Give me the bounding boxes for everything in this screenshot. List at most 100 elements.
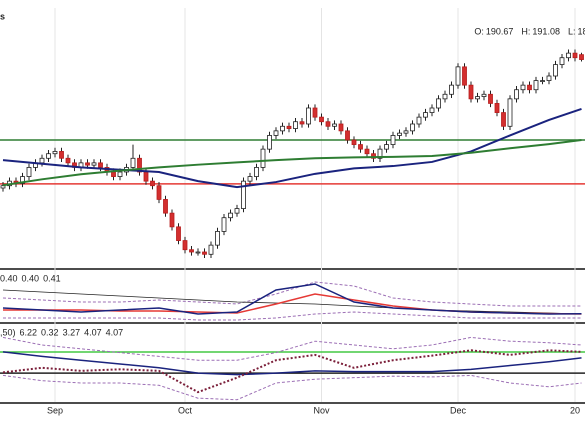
candle-body	[429, 107, 435, 113]
candle-body	[26, 167, 32, 177]
ohlc-label: H:	[521, 26, 530, 36]
x-tick-label: Sep	[47, 405, 63, 415]
candle-body	[221, 217, 227, 232]
candle-body	[59, 151, 64, 159]
indicator-line	[2, 289, 582, 315]
candle-body	[163, 199, 168, 214]
candle-body	[442, 93, 448, 100]
candle-body	[533, 80, 539, 91]
indicator-line	[2, 283, 582, 315]
candle-body	[449, 84, 454, 95]
candle-body	[312, 107, 318, 118]
candle-body	[169, 212, 175, 228]
indicator-line	[2, 374, 582, 401]
candle-body	[293, 121, 298, 129]
candle-body	[65, 157, 71, 164]
indicator-line	[2, 351, 582, 376]
indicator-value: 3.27	[63, 327, 81, 337]
candle-body	[111, 171, 116, 177]
candle-body	[286, 125, 292, 129]
candle-body	[267, 135, 272, 150]
x-tick-label: Dec	[450, 405, 467, 415]
indicator-line	[3, 311, 582, 321]
candle-body	[566, 52, 571, 59]
ohlc-value: 189.16	[577, 26, 585, 36]
candle-body	[273, 130, 279, 136]
candle-body	[325, 121, 331, 127]
candle-body	[520, 84, 526, 91]
candle-body	[52, 151, 58, 155]
candle-body	[143, 171, 149, 182]
candle-body	[176, 226, 181, 241]
candle-body	[364, 148, 370, 155]
candle-body	[117, 171, 123, 177]
candle-body	[208, 244, 214, 255]
candle-body	[514, 89, 519, 100]
indicator-line	[2, 336, 582, 361]
indicator-value: 0.32	[41, 327, 59, 337]
candle-body	[130, 157, 136, 168]
ohlc-label: L:	[568, 26, 576, 36]
candle-body	[384, 144, 389, 150]
candle-body	[494, 103, 500, 113]
candle-body	[241, 180, 246, 209]
candle-body	[501, 112, 506, 127]
candle-body	[579, 54, 584, 60]
candle-body	[182, 240, 188, 251]
x-tick-label: Nov	[313, 405, 330, 415]
candle-body	[254, 167, 259, 177]
candle-body	[98, 162, 103, 168]
candle-body	[488, 93, 493, 104]
candle-body	[280, 125, 285, 132]
candle-body	[540, 80, 545, 82]
indicator-line	[2, 281, 582, 307]
candle-body	[572, 52, 578, 59]
candle-body	[228, 212, 233, 219]
ohlc-label: O:	[474, 26, 484, 36]
x-tick-label: Oct	[178, 405, 193, 415]
candle-body	[195, 251, 201, 254]
candle-body	[189, 249, 194, 253]
x-tick-label: 20	[570, 405, 580, 415]
indicator-line	[2, 349, 582, 394]
candle-body	[553, 64, 558, 77]
indicator-value: 4.07	[106, 327, 124, 337]
ohlc-value: 191.08	[532, 26, 560, 36]
candle-body	[247, 176, 253, 182]
candle-body	[202, 251, 207, 255]
candle-body	[390, 135, 396, 145]
ohlc-value: 190.67	[486, 26, 514, 36]
candle-body	[481, 93, 487, 97]
indicator-value: 0.41	[43, 273, 61, 283]
candle-body	[85, 162, 90, 166]
candle-body	[546, 75, 552, 81]
candle-body	[91, 162, 97, 166]
candle-body	[46, 153, 51, 159]
candle-body	[462, 66, 467, 86]
candle-body	[507, 98, 513, 127]
candle-body	[234, 208, 240, 214]
candle-body	[0, 185, 6, 189]
indicator-value: ,50)	[0, 327, 16, 337]
candle-body	[403, 130, 409, 134]
chart-title: s	[0, 11, 5, 21]
candle-body	[156, 185, 162, 200]
candle-body	[416, 116, 422, 125]
candle-body	[345, 130, 350, 141]
candle-body	[423, 112, 428, 118]
candle-body	[338, 123, 344, 132]
candle-body	[358, 144, 363, 150]
indicator-value: 6.22	[20, 327, 38, 337]
indicator-value: 0.40	[22, 273, 40, 283]
candle-body	[436, 98, 441, 109]
candle-body	[306, 107, 311, 125]
indicator-line	[2, 139, 582, 187]
candle-body	[260, 148, 266, 168]
candle-body	[371, 153, 376, 159]
candle-body	[468, 84, 474, 100]
indicator-value: 4.07	[84, 327, 102, 337]
indicator-value: 0.40	[0, 273, 18, 283]
candle-body	[299, 121, 305, 125]
